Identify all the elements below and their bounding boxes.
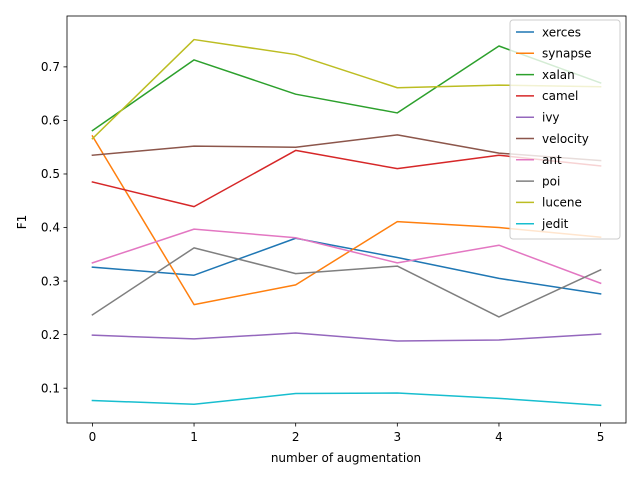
legend-label-ivy: ivy: [542, 111, 560, 125]
y-tick-label: 0.3: [41, 274, 60, 288]
x-tick-label: 2: [292, 430, 300, 444]
y-tick-label: 0.4: [41, 221, 60, 235]
legend-label-camel: camel: [542, 89, 578, 103]
x-tick-label: 3: [393, 430, 401, 444]
x-axis: 0 1 2 3 4 5: [89, 423, 605, 444]
legend-label-synapse: synapse: [542, 47, 592, 61]
legend-label-lucene: lucene: [542, 196, 582, 210]
y-tick-label: 0.7: [41, 60, 60, 74]
legend-label-poi: poi: [542, 174, 560, 188]
series-line-xerces: [91, 237, 602, 295]
y-tick-label: 0.5: [41, 167, 60, 181]
y-tick-label: 0.6: [41, 114, 60, 128]
y-axis: 0.1 0.2 0.3 0.4 0.5 0.6 0.7: [41, 60, 67, 395]
plot-area: [66, 15, 627, 424]
plot-frame: [66, 15, 627, 424]
series-line-ivy: [91, 332, 602, 342]
legend: xerces synapse xalan camel ivy velocity ant poi…: [509, 19, 621, 240]
y-axis-label: F1: [15, 215, 29, 230]
legend-label-ant: ant: [542, 153, 562, 167]
legend-label-velocity: velocity: [542, 132, 589, 146]
x-tick-label: 0: [89, 430, 97, 444]
y-tick-label: 0.1: [41, 381, 60, 395]
y-tick-label: 0.2: [41, 328, 60, 342]
x-tick-label: 4: [495, 430, 503, 444]
x-tick-label: 5: [597, 430, 605, 444]
legend-box: [509, 19, 621, 240]
series-line-ant: [91, 228, 602, 285]
x-axis-label: number of augmentation: [271, 451, 421, 465]
series-line-jedit: [91, 392, 602, 407]
series-line-poi: [91, 247, 602, 318]
legend-label-xalan: xalan: [542, 68, 575, 82]
legend-label-jedit: jedit: [541, 217, 569, 231]
legend-label-xerces: xerces: [542, 25, 581, 39]
x-tick-label: 1: [190, 430, 198, 444]
